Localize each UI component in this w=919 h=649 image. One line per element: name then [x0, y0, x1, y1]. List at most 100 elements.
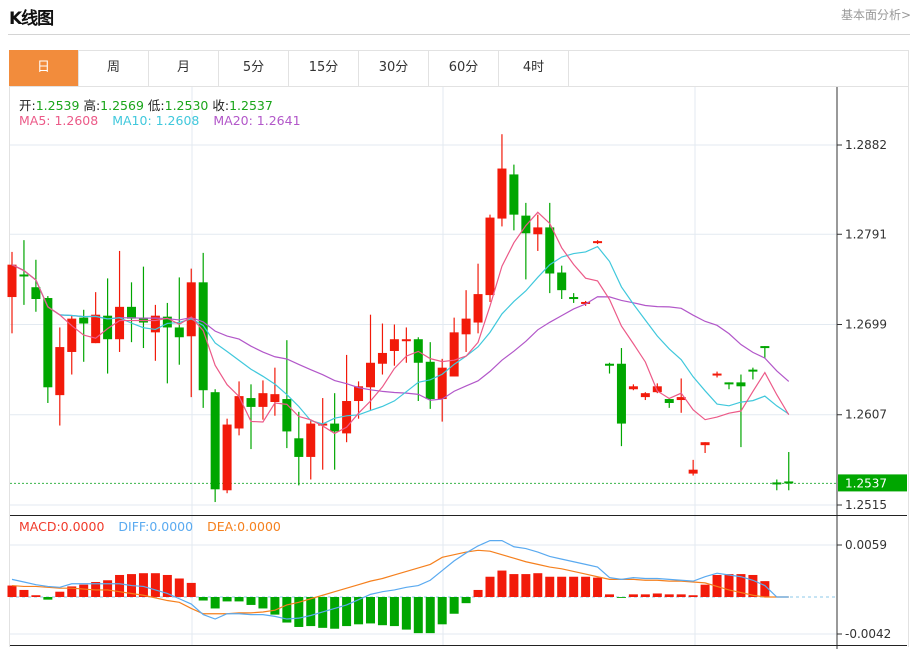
macd-bar: [521, 574, 531, 597]
candle-body: [700, 442, 710, 446]
macd-bar: [282, 597, 292, 623]
chart-panel: [9, 50, 909, 647]
candle-body: [127, 306, 136, 319]
price-tick-label: 1.2791: [845, 227, 887, 241]
candle-body: [282, 399, 292, 432]
candle-body: [533, 227, 543, 235]
price-tick-label: 1.2607: [845, 408, 887, 422]
macd-bar: [43, 597, 53, 600]
macd-bar: [19, 589, 29, 597]
candle-body: [306, 423, 316, 457]
price-tick-label: 1.2515: [845, 498, 887, 512]
close-value: 1.2537: [229, 98, 273, 113]
candle-body: [605, 363, 614, 366]
candle-body: [461, 318, 471, 335]
macd-tick-label: 0.0059: [845, 538, 887, 552]
tab-60min[interactable]: 60分: [429, 50, 499, 86]
macd-bar: [581, 576, 591, 597]
candle-body: [162, 316, 172, 328]
candle-body: [342, 401, 352, 434]
macd-bar: [162, 574, 172, 597]
macd-bar: [593, 577, 603, 597]
macd-bar: [557, 576, 567, 597]
high-label: 高:: [83, 98, 101, 113]
macd-bar: [270, 597, 280, 615]
macd-bar: [437, 597, 447, 625]
candle-body: [401, 339, 411, 342]
candle-body: [246, 398, 256, 407]
candle-body: [676, 397, 686, 401]
macd-bar: [294, 597, 304, 627]
macd-bar: [31, 595, 41, 597]
period-tabs: 日 周 月 5分 15分 30分 60分 4时: [9, 50, 909, 87]
low-label: 低:: [147, 98, 165, 113]
macd-bar: [377, 597, 387, 626]
candle-body: [485, 217, 495, 296]
macd-bar: [258, 597, 268, 609]
macd-bar: [222, 597, 232, 602]
tab-month[interactable]: 月: [149, 50, 219, 86]
macd-bar: [67, 586, 77, 597]
macd-bar: [640, 594, 650, 597]
candle-body: [473, 294, 483, 323]
candle-body: [640, 393, 650, 398]
candle-body: [772, 482, 782, 485]
tab-week[interactable]: 周: [79, 50, 149, 86]
macd-bar: [174, 578, 184, 597]
ma10-value: MA10: 1.2608: [112, 113, 200, 128]
candle-body: [103, 315, 113, 340]
diff-line: [11, 540, 789, 620]
candle-body: [198, 282, 208, 391]
candle-body: [569, 297, 579, 300]
candle-body: [557, 272, 567, 291]
price-tick-label: 1.2699: [845, 318, 887, 332]
macd-bar: [425, 597, 435, 634]
macd-bar: [497, 570, 507, 597]
macd-bar: [616, 597, 626, 598]
ma10-line: [11, 245, 790, 425]
candle-body: [19, 274, 29, 277]
tab-15min[interactable]: 15分: [289, 50, 359, 86]
macd-bar: [306, 597, 316, 627]
macd-bar: [473, 589, 483, 597]
macd-bar: [210, 597, 220, 609]
candle-body: [55, 347, 65, 396]
high-value: 1.2569: [100, 98, 144, 113]
ma20-line: [11, 264, 790, 401]
tab-day[interactable]: 日: [9, 50, 79, 86]
candle-body: [509, 174, 519, 215]
macd-bar: [234, 597, 244, 602]
tab-30min[interactable]: 30分: [359, 50, 429, 86]
candle-body: [43, 298, 53, 388]
macd-bar: [700, 584, 710, 597]
macd-bar: [103, 580, 113, 597]
tab-4hour[interactable]: 4时: [499, 50, 569, 86]
macd-bar: [533, 573, 543, 597]
close-label: 收:: [212, 98, 230, 113]
macd-bar: [485, 576, 495, 597]
macd-bar: [569, 576, 579, 597]
macd-bar: [605, 594, 614, 597]
open-label: 开:: [19, 98, 36, 113]
macd-bar: [628, 594, 638, 597]
tab-5min[interactable]: 5分: [219, 50, 289, 86]
last-price-badge: [838, 474, 907, 492]
candle-body: [628, 386, 638, 390]
macd-bar: [115, 574, 125, 597]
macd-bar: [186, 582, 196, 597]
candle-body: [234, 396, 244, 429]
candle-body: [736, 382, 746, 387]
fundamental-analysis-link[interactable]: 基本面分析>: [840, 8, 911, 22]
candle-body: [664, 399, 674, 403]
macd-bar: [366, 597, 375, 624]
macd-bar: [79, 584, 89, 597]
candle-body: [545, 227, 555, 274]
macd-bar: [664, 594, 674, 597]
header-divider: [8, 34, 910, 35]
candle-body: [497, 168, 507, 219]
candle-body: [389, 339, 399, 351]
candle-body: [449, 332, 459, 377]
macd-bar: [509, 574, 519, 597]
candle-body: [186, 282, 196, 337]
